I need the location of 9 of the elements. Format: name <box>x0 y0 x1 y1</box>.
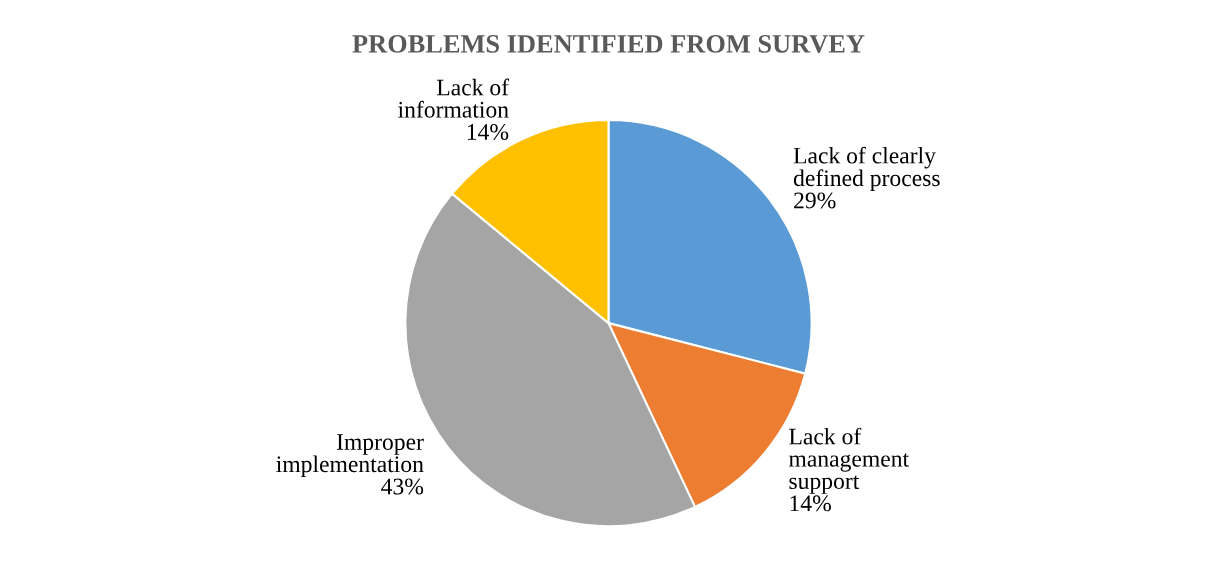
data-label: 14% <box>790 495 831 512</box>
data-label: 43% <box>381 478 424 495</box>
data-label: 14% <box>467 123 509 140</box>
slice-label: Lack of information <box>398 78 510 118</box>
slice-label: Improper implementation <box>276 434 424 477</box>
data-label: 29% <box>794 192 836 209</box>
slice-label: Lack of management support <box>788 427 909 494</box>
slice-label: Lack of clearly defined process <box>793 146 940 191</box>
chart-title: PROBLEMS IDENTIFIED FROM SURVEY <box>352 35 865 53</box>
